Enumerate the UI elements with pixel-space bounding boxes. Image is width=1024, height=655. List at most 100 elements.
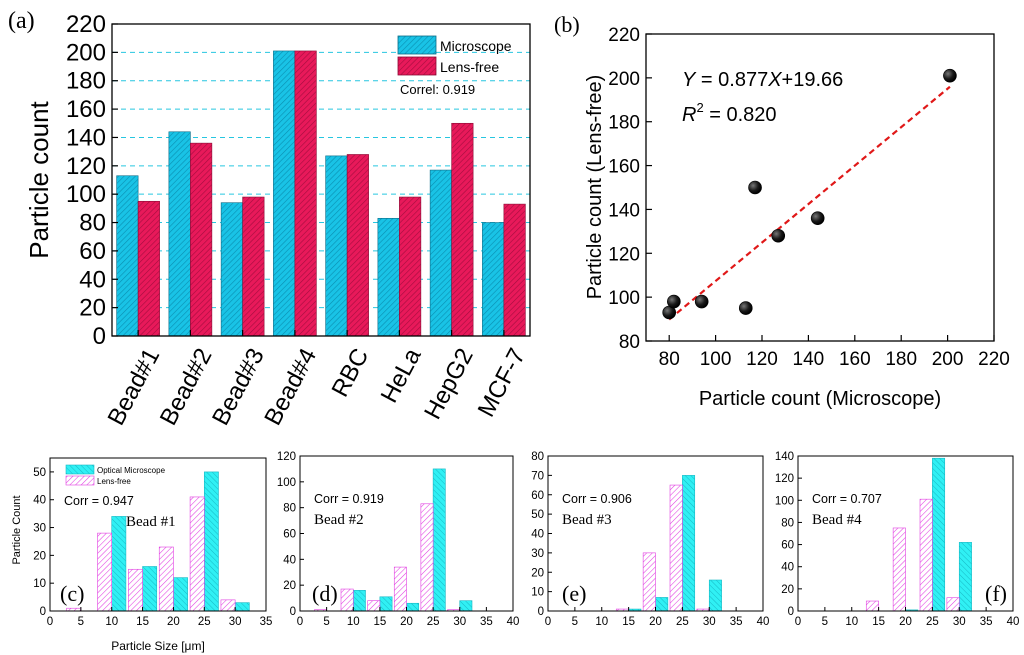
equation-slope: = 0.877 — [695, 69, 768, 91]
histogram-bar-lensfree — [393, 566, 407, 612]
panel-a-category-label: HeLa — [376, 343, 427, 407]
bar-lensfree-bead4 — [294, 50, 317, 337]
histogram-bar-microscope — [655, 597, 669, 612]
histogram-x-tick-label: 25 — [427, 616, 440, 628]
panel-a-y-tick-label: 120 — [66, 153, 106, 180]
panel-c-legend-microscope-label: Optical Microscope — [97, 466, 166, 475]
panel-b-y-tick-label: 80 — [619, 332, 640, 353]
panel-a-correlation-text: Correl: 0.919 — [400, 82, 475, 97]
legend-microscope-swatch — [397, 35, 437, 55]
bar-lensfree-hela — [399, 196, 422, 337]
histogram-bar-lensfree — [189, 496, 205, 612]
panel-b-y-tick-label: 160 — [608, 157, 640, 178]
panel-a-y-tick-label: 0 — [93, 323, 106, 350]
histogram-bead-label: Bead #3 — [562, 512, 612, 528]
bar-microscope-hepg2 — [429, 169, 452, 337]
histogram-x-tick-label: 30 — [703, 616, 716, 628]
bar-lensfree-bead2 — [190, 142, 213, 337]
histogram-y-tick-label: 0 — [538, 606, 544, 618]
panel-b-y-tick-label: 180 — [608, 113, 640, 134]
panel-b-y-tick-label: 200 — [608, 69, 640, 90]
histogram-y-tick-label: 0 — [788, 606, 794, 618]
histogram-y-tick-label: 60 — [781, 540, 794, 552]
panel-b-axes-frame — [645, 33, 995, 342]
histogram-x-tick-label: 0 — [545, 616, 551, 628]
panel-b-y-tick-label: 100 — [608, 288, 640, 309]
panel-a-y-axis-label: Particle count — [24, 100, 54, 258]
histogram-x-tick-label: 10 — [595, 616, 608, 628]
equation-y-var: Y — [682, 69, 697, 91]
scatter-point — [748, 180, 762, 195]
histogram-x-tick-label: 20 — [899, 616, 912, 628]
panel-d-histogram: 0 20 40 60 80 100 120 0 5 10 15 20 25 30 35 40 Corr = 0.… — [277, 451, 520, 628]
histogram-bar-microscope — [708, 579, 722, 612]
histogram-y-tick-label: 100 — [775, 495, 794, 507]
histogram-y-tick-label: 60 — [283, 529, 296, 541]
panel-b-y-tick-label: 220 — [608, 25, 640, 46]
panel-a-y-tick-label: 180 — [66, 68, 106, 95]
histogram-y-tick-label: 50 — [33, 467, 46, 479]
histogram-y-tick-label: 20 — [781, 584, 794, 596]
histogram-bar-lensfree — [919, 498, 933, 612]
histogram-bar-microscope — [379, 596, 393, 612]
histogram-x-tick-label: 35 — [260, 616, 273, 628]
histogram-x-tick-label: 15 — [136, 616, 149, 628]
histogram-y-tick-label: 40 — [781, 562, 794, 574]
histogram-x-tick-label: 25 — [926, 616, 939, 628]
bar-microscope-bead3 — [220, 202, 243, 337]
histogram-bar-lensfree — [158, 546, 174, 612]
histogram-x-tick-label: 30 — [953, 616, 966, 628]
panel-a-y-tick-label: 40 — [79, 266, 106, 293]
histogram-correlation-text: Corr = 0.707 — [812, 492, 882, 506]
histogram-y-tick-label: 30 — [531, 548, 544, 560]
histogram-bar-lensfree — [642, 552, 656, 612]
equation-intercept: +19.66 — [782, 69, 844, 91]
histogram-x-tick-label: 40 — [507, 616, 520, 628]
histogram-bar-lensfree — [420, 503, 434, 612]
panel-a-y-tick-label: 140 — [66, 124, 106, 151]
histogram-bead-label: Bead #2 — [314, 512, 364, 528]
scatter-point — [943, 68, 957, 83]
legend-lensfree-swatch — [397, 56, 437, 76]
histogram-bar-lensfree — [892, 527, 906, 612]
histogram-panel-label: (f) — [985, 581, 1007, 606]
histogram-panel-label: (c) — [60, 581, 84, 606]
histogram-bar-lensfree — [128, 568, 143, 612]
histogram-x-tick-label: 20 — [167, 616, 180, 628]
histogram-y-tick-label: 80 — [283, 503, 296, 515]
panel-b-y-tick-label: 140 — [608, 200, 640, 221]
panel-b-r-squared: R2 = 0.820 — [682, 100, 777, 126]
histogram-x-tick-label: 25 — [198, 616, 211, 628]
histogram-axes-frame — [49, 457, 267, 612]
bar-microscope-mcf7 — [482, 222, 505, 337]
histogram-y-tick-label: 70 — [531, 470, 544, 482]
histogram-x-tick-label: 0 — [795, 616, 801, 628]
histogram-bar-microscope — [432, 468, 446, 612]
histogram-x-tick-label: 15 — [373, 616, 386, 628]
histogram-y-tick-label: 60 — [531, 490, 544, 502]
panel-a-y-tick-label: 200 — [66, 39, 106, 66]
panel-b-x-tick-label: 100 — [700, 349, 732, 370]
panel-a-y-tick-label: 160 — [66, 96, 106, 123]
panel-b-y-tick-label: 120 — [608, 244, 640, 265]
panel-b-x-tick-label: 160 — [839, 349, 871, 370]
scatter-point — [771, 228, 786, 243]
panel-b-label: (b) — [554, 12, 580, 37]
panel-b-fit-line — [668, 85, 951, 321]
panel-b-x-tick-label: 140 — [793, 349, 825, 370]
r2-value: = 0.820 — [704, 104, 777, 126]
bar-lensfree-hepg2 — [451, 122, 474, 337]
bar-microscope-bead1 — [116, 175, 139, 337]
r2-exponent: 2 — [696, 100, 703, 115]
panel-a-y-tick-label: 80 — [79, 210, 106, 237]
histogram-x-tick-label: 40 — [757, 616, 770, 628]
bar-microscope-bead2 — [168, 131, 191, 337]
histogram-bar-microscope — [682, 475, 696, 612]
histogram-x-tick-label: 35 — [730, 616, 743, 628]
histogram-y-tick-label: 120 — [775, 473, 794, 485]
histogram-x-tick-label: 30 — [453, 616, 466, 628]
histogram-x-tick-label: 25 — [676, 616, 689, 628]
panel-a-y-tick-label: 220 — [66, 11, 106, 38]
